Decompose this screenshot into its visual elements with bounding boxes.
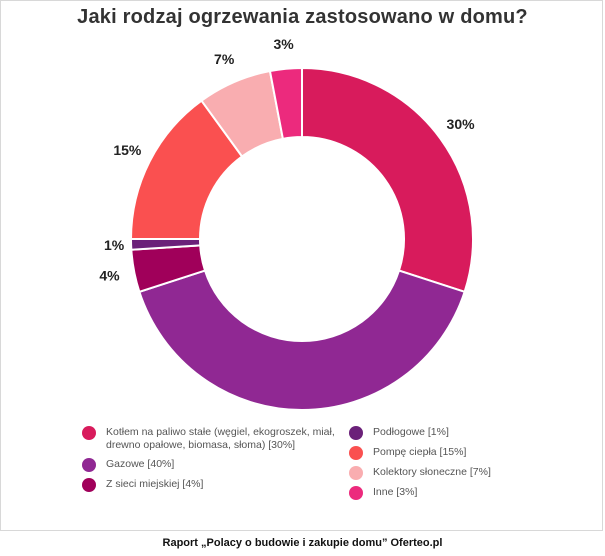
legend-label-gas: Gazowe [40%]: [106, 458, 175, 470]
legend-label-solar: Kolektory słoneczne [7%]: [373, 466, 491, 478]
legend-label-other: Inne [3%]: [373, 486, 418, 498]
legend-swatch-heat-pump: [349, 446, 363, 460]
legend-swatch-solar: [349, 466, 363, 480]
footer-source: Raport „Polacy o budowie i zakupie domu”…: [162, 537, 443, 549]
legend-swatch-floor: [349, 426, 363, 440]
legend-label-district: Z sieci miejskiej [4%]: [106, 478, 204, 490]
slice-label-district: 4%: [99, 268, 120, 284]
legend-item-other: Inne [3%]: [349, 486, 549, 500]
slice-label-solid-fuel: 30%: [447, 116, 476, 132]
legend-right: Podłogowe [1%] Pompę ciepła [15%] Kolekt…: [349, 426, 549, 506]
donut-chart: 30% 40% 4% 1% 15% 7% 3%: [99, 36, 476, 430]
legend-item-heat-pump: Pompę ciepła [15%]: [349, 446, 549, 460]
slice-label-other: 3%: [273, 36, 294, 52]
slice-label-gas: 40%: [288, 427, 317, 430]
legend-item-district: Z sieci miejskiej [4%]: [82, 478, 342, 492]
chart-title: Jaki rodzaj ogrzewania zastosowano w dom…: [77, 6, 528, 28]
legend-label-heat-pump: Pompę ciepła [15%]: [373, 446, 467, 458]
legend-item-gas: Gazowe [40%]: [82, 458, 342, 472]
legend-left: Kotłem na paliwo stałe (węgiel, ekogrosz…: [82, 426, 342, 498]
legend-label-solid-fuel: Kotłem na paliwo stałe (węgiel, ekogrosz…: [106, 426, 335, 451]
slice-gas: [138, 269, 466, 412]
legend-swatch-gas: [82, 458, 96, 472]
legend-item-solar: Kolektory słoneczne [7%]: [349, 466, 549, 480]
legend-swatch-district: [82, 478, 96, 492]
slice-label-solar: 7%: [214, 51, 235, 67]
legend-item-floor: Podłogowe [1%]: [349, 426, 549, 440]
slice-other: [268, 66, 303, 140]
legend-swatch-solid-fuel: [82, 426, 96, 440]
slice-label-heat-pump: 15%: [113, 142, 142, 158]
legend-label-floor: Podłogowe [1%]: [373, 426, 449, 438]
slice-solid-fuel: [301, 66, 474, 294]
legend-swatch-other: [349, 486, 363, 500]
legend-item-solid-fuel: Kotłem na paliwo stałe (węgiel, ekogrosz…: [82, 426, 342, 452]
slice-label-floor: 1%: [104, 237, 125, 253]
